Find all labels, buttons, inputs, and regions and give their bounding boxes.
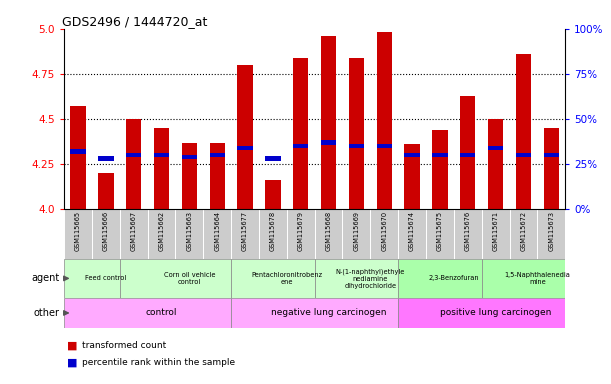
Text: N-(1-naphthyl)ethyle
nediamine
dihydrochloride: N-(1-naphthyl)ethyle nediamine dihydroch… (335, 268, 405, 289)
Bar (148, 209, 175, 259)
Bar (154, 153, 169, 157)
Text: positive lung carcinogen: positive lung carcinogen (440, 308, 551, 318)
Bar (376, 32, 392, 209)
Bar (537, 209, 565, 259)
Text: transformed count: transformed count (82, 341, 167, 350)
Text: GSM115670: GSM115670 (381, 211, 387, 251)
Bar (426, 209, 454, 259)
Bar (175, 209, 203, 259)
Bar (376, 144, 392, 148)
Text: GSM115676: GSM115676 (465, 211, 470, 251)
Text: GSM115674: GSM115674 (409, 211, 415, 251)
Text: GSM115663: GSM115663 (186, 211, 192, 251)
Bar (510, 209, 537, 259)
Bar (544, 128, 559, 209)
Text: GSM115671: GSM115671 (492, 211, 499, 251)
Text: GSM115664: GSM115664 (214, 211, 220, 251)
Text: GSM115678: GSM115678 (270, 211, 276, 251)
Text: GSM115667: GSM115667 (131, 211, 137, 251)
Bar (120, 209, 148, 259)
Text: percentile rank within the sample: percentile rank within the sample (82, 358, 236, 367)
Text: other: other (34, 308, 60, 318)
Text: agent: agent (32, 273, 60, 283)
Bar (287, 209, 315, 259)
Text: GSM115672: GSM115672 (521, 211, 527, 251)
Bar (181, 142, 197, 209)
Bar (64, 209, 92, 259)
Text: GSM115677: GSM115677 (242, 211, 248, 251)
Text: negative lung carcinogen: negative lung carcinogen (271, 308, 386, 318)
Text: 2,3-Benzofuran: 2,3-Benzofuran (428, 275, 479, 281)
Text: GSM115679: GSM115679 (298, 211, 304, 251)
Bar (203, 209, 231, 259)
Text: ■: ■ (67, 341, 78, 351)
Bar (238, 146, 253, 150)
Bar (454, 209, 481, 259)
Bar (210, 142, 225, 209)
Bar (321, 36, 336, 209)
Text: GSM115662: GSM115662 (159, 211, 164, 251)
Bar (181, 155, 197, 159)
Bar (488, 146, 503, 150)
Bar (432, 130, 448, 209)
Bar (238, 65, 253, 209)
Bar (231, 259, 315, 298)
Text: Pentachloronitrobenz
ene: Pentachloronitrobenz ene (251, 272, 323, 285)
Bar (488, 119, 503, 209)
Text: Feed control: Feed control (86, 275, 126, 281)
Bar (231, 209, 259, 259)
Text: GSM115666: GSM115666 (103, 211, 109, 251)
Bar (349, 144, 364, 148)
Text: GSM115665: GSM115665 (75, 211, 81, 251)
Text: Corn oil vehicle
control: Corn oil vehicle control (164, 272, 215, 285)
Text: GSM115673: GSM115673 (548, 211, 554, 251)
Text: control: control (146, 308, 177, 318)
Bar (370, 209, 398, 259)
Bar (460, 153, 475, 157)
Bar (70, 106, 86, 209)
Bar (398, 259, 481, 298)
Bar (398, 209, 426, 259)
Text: GDS2496 / 1444720_at: GDS2496 / 1444720_at (62, 15, 207, 28)
Text: ■: ■ (67, 358, 78, 368)
Bar (126, 119, 141, 209)
Bar (481, 259, 565, 298)
Bar (349, 58, 364, 209)
Bar (231, 298, 398, 328)
Bar (64, 259, 120, 298)
Bar (70, 149, 86, 154)
Bar (293, 58, 309, 209)
Text: GSM115675: GSM115675 (437, 211, 443, 251)
Bar (293, 144, 309, 148)
Bar (404, 144, 420, 209)
Bar (432, 153, 448, 157)
Bar (516, 54, 531, 209)
Bar (259, 209, 287, 259)
Text: 1,5-Naphthalenedia
mine: 1,5-Naphthalenedia mine (505, 272, 570, 285)
Bar (98, 157, 114, 161)
Bar (64, 298, 231, 328)
Bar (321, 140, 336, 145)
Bar (404, 153, 420, 157)
Bar (343, 209, 370, 259)
Bar (544, 153, 559, 157)
Bar (120, 259, 231, 298)
Text: GSM115669: GSM115669 (353, 211, 359, 251)
Bar (460, 96, 475, 209)
Bar (398, 298, 565, 328)
Bar (481, 209, 510, 259)
Bar (265, 157, 280, 161)
Bar (98, 173, 114, 209)
Bar (210, 153, 225, 157)
Bar (92, 209, 120, 259)
Bar (126, 153, 141, 157)
Bar (516, 153, 531, 157)
Bar (265, 180, 280, 209)
Bar (315, 209, 343, 259)
Bar (315, 259, 398, 298)
Bar (154, 128, 169, 209)
Text: GSM115668: GSM115668 (326, 211, 332, 251)
